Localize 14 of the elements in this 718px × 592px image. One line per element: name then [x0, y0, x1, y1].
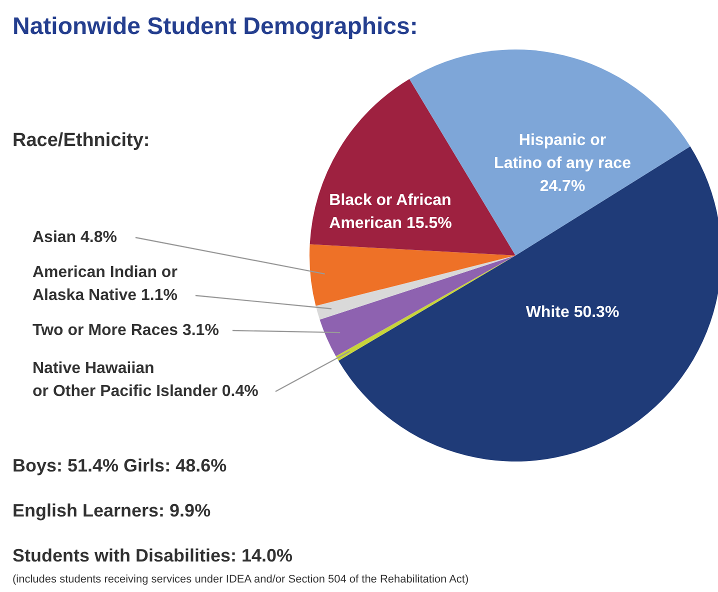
- text: Boys: 51.4% Girls: 48.6%: [12, 456, 227, 476]
- data-label: 24.7%: [540, 178, 586, 195]
- slice-label: Asian 4.8%: [32, 229, 117, 246]
- slice-label: White 50.3%: [526, 304, 620, 321]
- text: Race/Ethnicity:: [12, 130, 150, 151]
- slice-label: Hispanic or Latino of any race: [494, 132, 632, 172]
- slice-label: Two or More Races 3.1%: [32, 322, 219, 339]
- chart-title: Nationwide Student Demographics:: [12, 13, 418, 40]
- slice-label: Black or African American 15.5%: [329, 192, 452, 232]
- text: English Learners: 9.9%: [12, 500, 211, 520]
- text: Students with Disabilities: 14.0%: [12, 546, 293, 566]
- text: (includes students receiving services under IDEA and/or Section 504 of the Rehabilitation Act): [12, 574, 469, 586]
- slice-label: American Indian or Alaska Native 1.1%: [32, 264, 178, 304]
- slice-label: Native Hawaiian or Other Pacific Islander 0.4%: [32, 360, 258, 400]
